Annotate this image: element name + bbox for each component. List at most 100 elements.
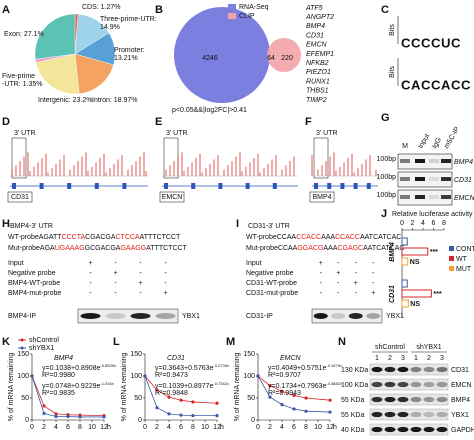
blot-band: [384, 411, 396, 418]
x-tick-label: 0: [400, 220, 404, 227]
blot-band: [397, 366, 409, 373]
data-point: [292, 393, 296, 397]
blot-band: [371, 411, 383, 418]
x-tick-label: 12: [213, 424, 221, 431]
x-unit: h: [333, 424, 337, 431]
pie-slice: [74, 53, 114, 95]
row-mark: -: [89, 270, 92, 277]
blot-band: [80, 313, 101, 319]
bar: [401, 247, 429, 256]
panel-letter: K: [2, 336, 10, 348]
motif-letter: C: [421, 78, 431, 93]
gene-name: CD31: [306, 32, 324, 39]
axis-title: % of mRNA remaining: [8, 352, 15, 421]
gene-name: ATF5: [305, 5, 323, 12]
x-tick-label: 6: [66, 424, 70, 431]
equation-exponent: -1.034x: [100, 381, 113, 386]
equation: y=0.0748+0.9229e-1.034x: [42, 381, 114, 390]
lane-label: 2: [388, 355, 392, 362]
equation-exponent: -0.1679x: [326, 363, 342, 368]
bar: [401, 299, 409, 308]
gene-label: BMP4: [312, 194, 331, 201]
legend-marker: [20, 338, 24, 342]
panel-letter: F: [305, 116, 312, 128]
panel-letter: E: [155, 116, 162, 128]
x-tick-label: 4: [421, 220, 425, 227]
motif-letter: A: [411, 78, 421, 93]
row-label: BMP4-WT-probe: [8, 280, 60, 287]
gel-band: [441, 177, 451, 181]
row-mark: -: [139, 260, 142, 267]
panel-letter: J: [381, 208, 387, 220]
decay-line: [257, 375, 331, 413]
gene-name: EFEMP1: [306, 51, 334, 58]
data-point: [54, 412, 58, 416]
motif-letter: U: [441, 36, 451, 51]
legend-label: RNA-Seq: [239, 4, 269, 11]
equation-base: y=0.1038+0.8908e: [42, 365, 100, 372]
y-tick-label: 50: [21, 395, 29, 402]
legend-label: CLIP: [239, 13, 255, 20]
row-label: CD31-mut-probe: [246, 290, 298, 297]
equation-exponent: -0.2735x: [213, 363, 229, 368]
data-point: [215, 414, 219, 418]
panel-letter: N: [338, 336, 346, 348]
gel-band: [415, 159, 425, 163]
x-tick-label: 10: [201, 424, 209, 431]
row-mark: -: [355, 290, 358, 297]
row-mark: -: [89, 290, 92, 297]
x-tick-label: 8: [304, 424, 308, 431]
y-tick-label: 0: [25, 417, 29, 424]
lane-label: M: [402, 143, 408, 150]
blot-band: [436, 366, 448, 373]
venn-count: 64: [267, 55, 275, 62]
row-mark: -: [372, 260, 375, 267]
bar: [401, 237, 408, 246]
gene-name: NFKB2: [306, 60, 329, 67]
y-tick-label: 50: [247, 395, 255, 402]
gel-band: [441, 159, 451, 163]
gel-band: [400, 177, 410, 181]
motif-letter: C: [461, 78, 471, 93]
pie-label: CDS: 1.27%: [82, 4, 121, 11]
equation: y=0.1734+0.7963e-0.3882x: [268, 381, 342, 390]
r-squared: R²=0.9980: [42, 372, 75, 379]
motif-letter: C: [451, 36, 461, 51]
group-label: shControl: [375, 344, 405, 351]
probe-prefix: WT-probe: [246, 234, 277, 241]
venn-circle: [267, 38, 301, 72]
row-mark: -: [164, 280, 167, 287]
data-point: [42, 404, 46, 408]
probe-prefix: Mut-probe: [8, 245, 40, 252]
x-tick-label: 10: [314, 424, 322, 431]
equation: y=0.3643+0.5763e-0.2735x: [155, 363, 229, 372]
pie-label: 13.21%: [114, 55, 138, 62]
blot-strip: [311, 308, 383, 324]
probe-sequence: WT-probeAGATTCCCTACGACGACTCCAATTTCTCCT: [8, 234, 181, 241]
x-unit: h: [107, 424, 111, 431]
protein-label: GAPDH: [451, 427, 474, 434]
equation-base: y=0.0748+0.9229e: [42, 383, 100, 390]
row-mark: +: [354, 280, 358, 287]
gene-label: CD31: [11, 194, 29, 201]
data-point: [66, 414, 70, 419]
equation-exponent: -0.8539x: [100, 363, 116, 368]
equation-base: y=0.1039+0.8977e: [155, 383, 213, 390]
x-tick-label: 10: [88, 424, 96, 431]
blot-band: [397, 381, 409, 388]
row-label: Input: [8, 260, 24, 267]
motif-letter: C: [401, 36, 411, 51]
x-tick-label: 4: [167, 424, 171, 431]
blot-strip: [369, 363, 449, 376]
panel-letter: M: [226, 336, 235, 348]
row-mark: -: [337, 290, 340, 297]
probe-title: CD31-3' UTR: [248, 223, 290, 230]
r-squared: R²=0.9835: [42, 390, 75, 397]
panel-letter: H: [2, 218, 10, 230]
sequence-segment: GCGACGA: [85, 245, 121, 252]
sequence-segment: CTCCA: [116, 234, 140, 241]
venn-circle: [174, 7, 270, 103]
sequence-segment: ATTTCTCCT: [140, 234, 181, 241]
row-mark: -: [114, 290, 117, 297]
blot-band: [384, 366, 396, 373]
